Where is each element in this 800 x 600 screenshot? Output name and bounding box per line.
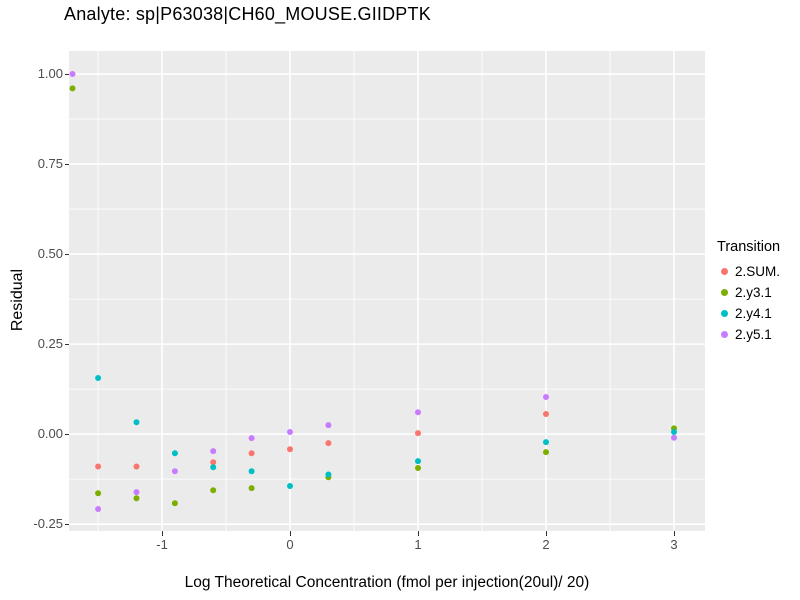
y-tick-mark — [64, 523, 69, 525]
legend-label: 2.y3.1 — [735, 285, 772, 300]
data-point-2.y4.1 — [287, 483, 293, 489]
data-point-2.y4.1 — [171, 450, 178, 457]
data-point-2.y5.1 — [248, 435, 255, 442]
y-tick-label: 1.00 — [37, 66, 63, 82]
y-tick-mark — [64, 433, 69, 435]
x-tick-label: -1 — [156, 537, 168, 552]
data-point-2.y5.1 — [415, 409, 421, 416]
data-point-2.SUM. — [95, 463, 102, 470]
x-tick-label: 3 — [670, 537, 678, 552]
data-point-2.y5.1 — [69, 71, 76, 77]
data-point-2.SUM. — [415, 430, 421, 437]
data-point-2.y5.1 — [133, 489, 140, 496]
legend-item: 2.SUM. — [717, 261, 780, 282]
data-point-2.y5.1 — [210, 448, 217, 455]
legend-swatch-icon — [721, 289, 728, 296]
y-tick-mark — [64, 343, 69, 345]
data-point-2.SUM. — [133, 463, 140, 470]
legend-label: 2.y4.1 — [735, 306, 772, 321]
x-tick-mark — [673, 531, 675, 536]
data-point-2.SUM. — [287, 446, 293, 453]
data-point-2.SUM. — [248, 450, 255, 457]
data-point-2.y4.1 — [133, 419, 140, 426]
y-tick-mark — [64, 73, 69, 75]
legend: Transition 2.SUM. 2.y3.1 2.y4.1 2.y5.1 — [717, 239, 780, 345]
y-tick-label: -0.25 — [33, 516, 63, 532]
plot-title: Analyte: sp|P63038|CH60_MOUSE.GIIDPTK — [64, 4, 431, 24]
x-tick-label: 2 — [542, 537, 550, 552]
x-axis-title: Log Theoretical Concentration (fmol per … — [184, 574, 590, 591]
data-point-2.SUM. — [325, 440, 332, 447]
legend-label: 2.SUM. — [735, 264, 781, 279]
data-point-2.y4.1 — [671, 429, 677, 435]
data-point-2.y5.1 — [325, 422, 332, 429]
x-tick-label: 1 — [414, 537, 422, 552]
data-point-2.y5.1 — [95, 506, 102, 512]
y-tick-label: 0.75 — [37, 156, 63, 172]
y-axis-title: Residual — [9, 268, 26, 332]
legend-label: 2.y5.1 — [735, 327, 772, 342]
y-tick-label: 0.50 — [37, 246, 63, 262]
data-point-2.SUM. — [210, 459, 217, 466]
data-point-2.y4.1 — [325, 471, 332, 478]
legend-swatch-icon — [721, 331, 728, 338]
data-point-2.y3.1 — [543, 449, 549, 456]
data-point-2.y3.1 — [210, 487, 217, 494]
data-point-2.y5.1 — [671, 434, 677, 441]
data-point-2.y4.1 — [415, 458, 421, 465]
legend-title: Transition — [717, 239, 781, 255]
legend-item: 2.y3.1 — [717, 282, 780, 303]
data-point-2.SUM. — [543, 411, 549, 417]
x-tick-mark — [161, 531, 163, 536]
data-point-2.y4.1 — [210, 464, 217, 471]
x-tick-mark — [289, 531, 291, 536]
data-point-2.y4.1 — [248, 468, 255, 475]
data-point-2.y4.1 — [95, 375, 102, 381]
legend-swatch-icon — [721, 310, 728, 317]
y-tick-mark — [64, 163, 69, 165]
legend-swatch-icon — [721, 268, 728, 275]
legend-items: 2.SUM. 2.y3.1 2.y4.1 2.y5.1 — [717, 261, 780, 345]
legend-item: 2.y5.1 — [717, 324, 780, 345]
data-point-2.y3.1 — [415, 465, 421, 471]
plot-canvas — [69, 51, 705, 531]
data-point-2.y3.1 — [95, 490, 102, 497]
data-point-2.y3.1 — [133, 495, 140, 502]
y-tick-label: 0.25 — [37, 336, 63, 352]
data-point-2.y3.1 — [69, 85, 76, 92]
y-tick-mark — [64, 253, 69, 255]
data-point-2.y3.1 — [171, 500, 178, 507]
plot-panel — [69, 51, 705, 531]
legend-item: 2.y4.1 — [717, 303, 780, 324]
x-tick-mark — [417, 531, 419, 536]
data-point-2.y5.1 — [287, 429, 293, 435]
data-point-2.y5.1 — [543, 394, 549, 400]
data-point-2.y4.1 — [543, 439, 549, 446]
data-point-2.y5.1 — [171, 468, 178, 475]
data-point-2.y3.1 — [248, 485, 255, 492]
x-tick-label: 0 — [286, 537, 294, 552]
x-tick-mark — [545, 531, 547, 536]
y-tick-label: 0.00 — [37, 426, 63, 442]
